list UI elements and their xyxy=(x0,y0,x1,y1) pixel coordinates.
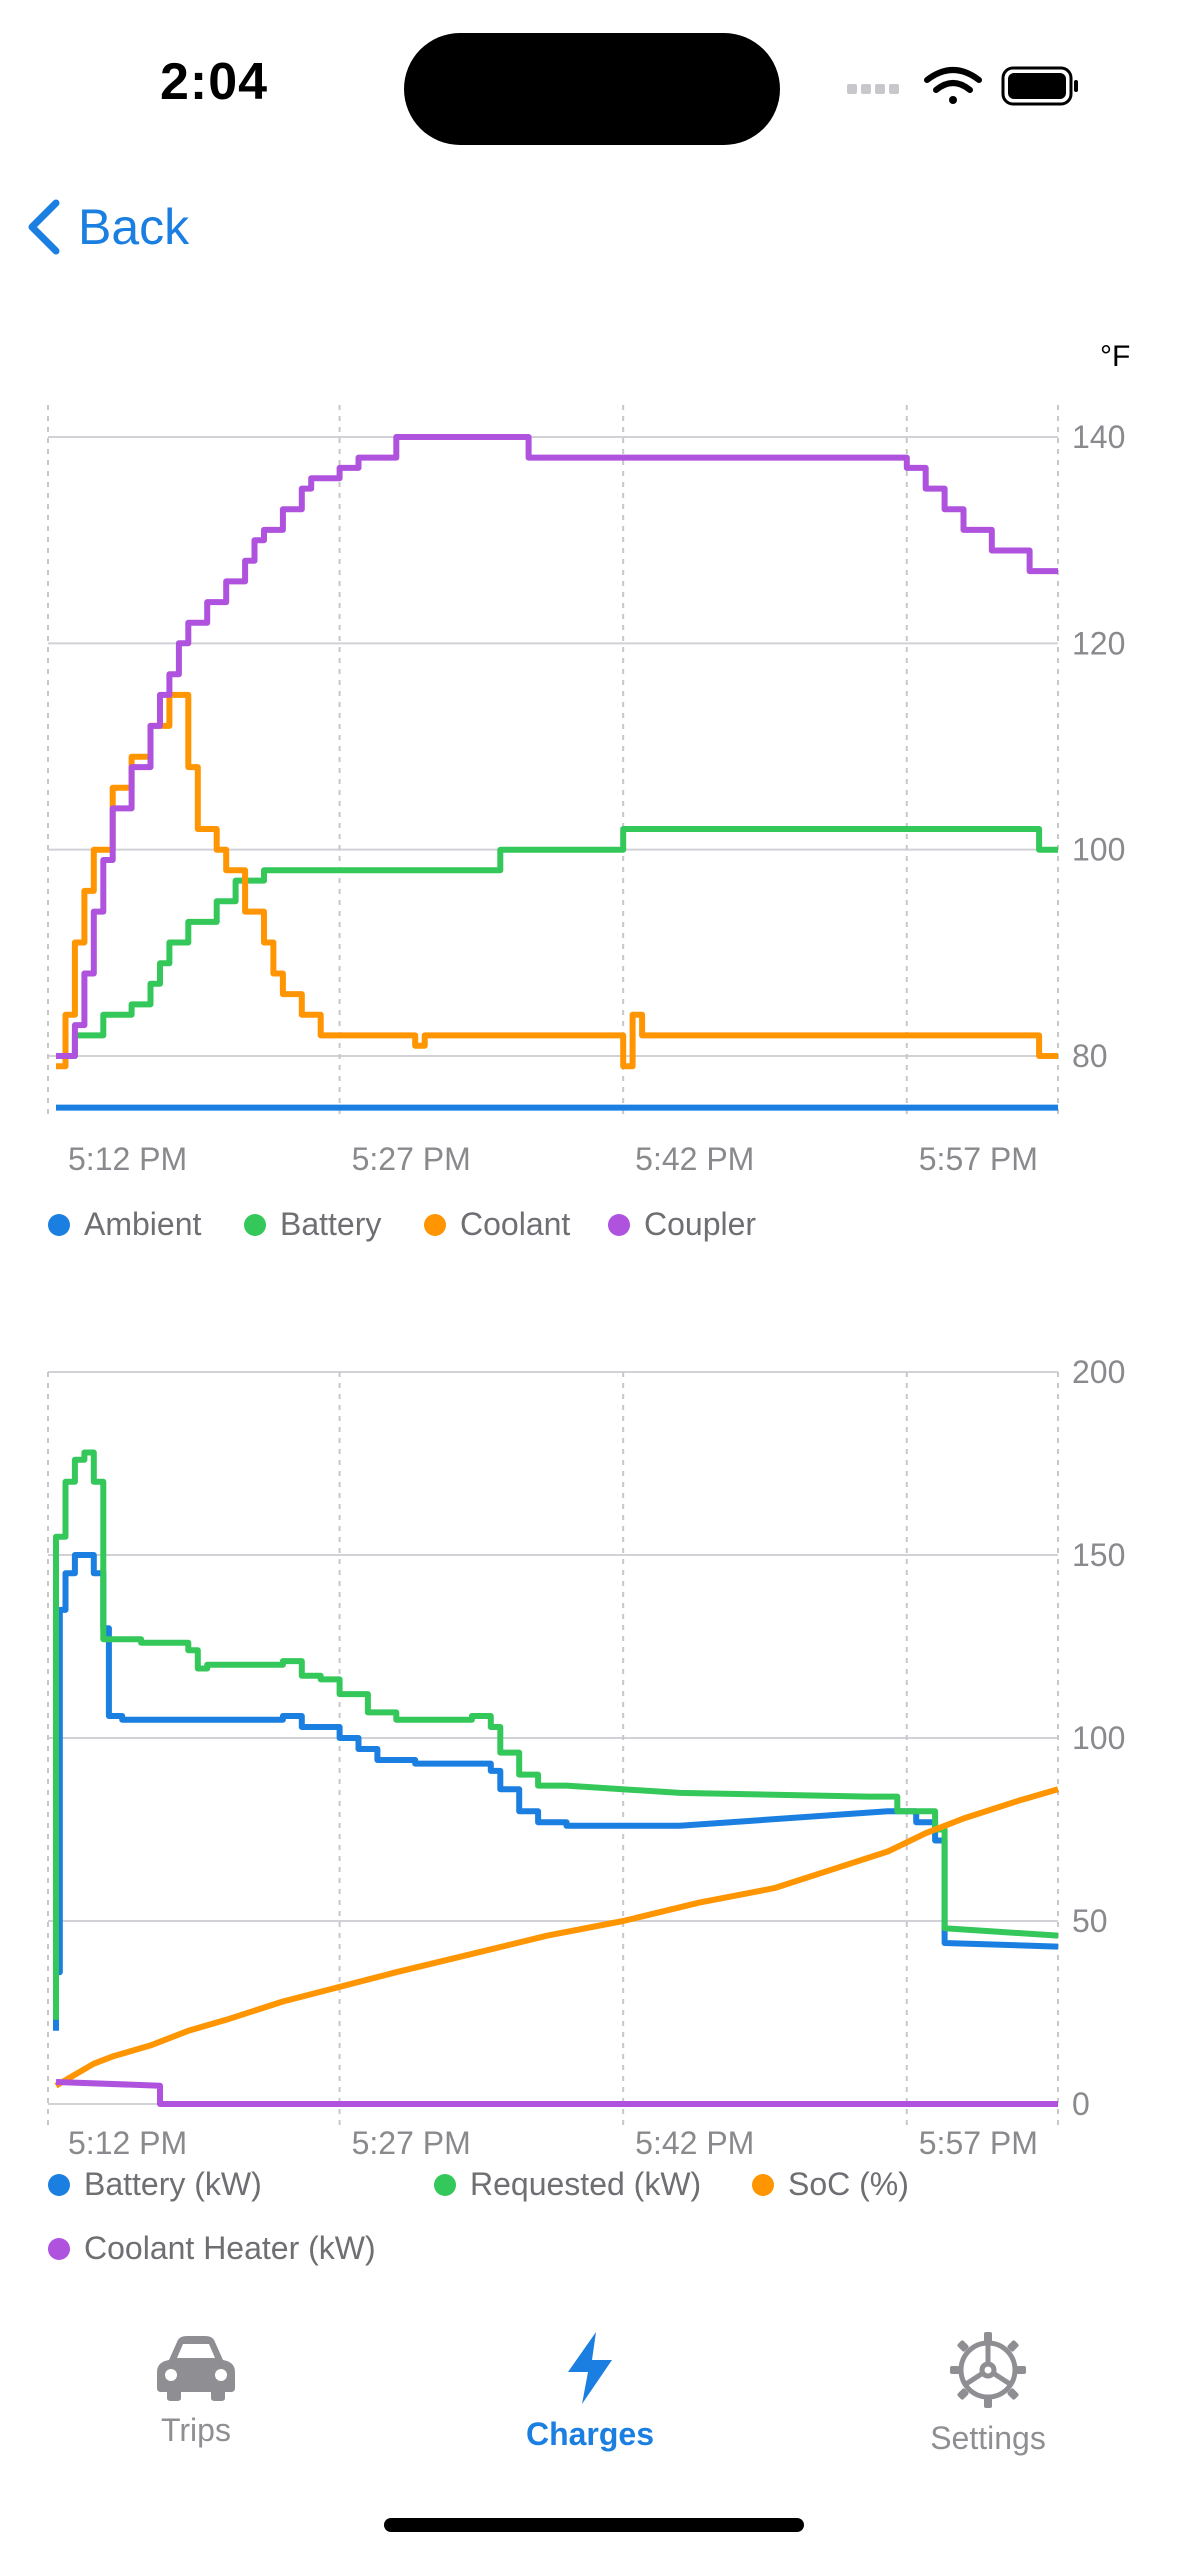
legend-dot-ambient xyxy=(48,1213,70,1236)
tab-settings[interactable]: Settings xyxy=(858,2330,1118,2457)
y-tick-label: 80 xyxy=(1072,1038,1108,1074)
temperature-chart-legend: Ambient Battery Coolant Coupler xyxy=(0,1206,1179,1256)
chevron-left-icon xyxy=(28,199,60,255)
home-indicator xyxy=(384,2518,804,2532)
x-tick-label: 5:42 PM xyxy=(635,1141,754,1177)
status-bar: 2:04 xyxy=(0,0,1179,170)
y-tick-label: 100 xyxy=(1072,832,1125,868)
legend-label-ambient: Ambient xyxy=(84,1206,202,1242)
legend-dot-battery-kw xyxy=(48,2173,70,2196)
tab-trips[interactable]: Trips xyxy=(66,2330,326,2449)
x-tick-label: 5:42 PM xyxy=(635,2125,754,2160)
gear-icon xyxy=(950,2332,1026,2408)
legend-dot-coolant xyxy=(424,1213,446,1236)
legend-dot-requested-kw xyxy=(434,2173,456,2196)
y-tick-label: 200 xyxy=(1072,1354,1125,1390)
legend-label-soc: SoC (%) xyxy=(788,2166,909,2202)
series-line-battery-kw xyxy=(53,1552,1059,2031)
temperature-chart-svg: 80 100 120 140 5:12 PM 5:27 PM 5:42 PM 5:57 PM xyxy=(47,405,1125,1177)
cellular-signal-icon xyxy=(847,84,899,94)
x-tick-label: 5:57 PM xyxy=(919,1141,1038,1177)
y-tick-label: 120 xyxy=(1072,625,1125,661)
y-tick-label: 100 xyxy=(1072,1720,1125,1756)
tab-bar: Trips Charges Settings xyxy=(0,2300,1179,2500)
status-time: 2:04 xyxy=(160,53,269,111)
y-tick-label: 0 xyxy=(1072,2086,1090,2122)
legend-item-battery-kw: Battery (kW) xyxy=(48,2166,262,2203)
battery-icon xyxy=(1001,66,1078,106)
legend-item-soc: SoC (%) xyxy=(752,2166,909,2203)
status-icons xyxy=(845,62,1095,112)
tab-settings-label: Settings xyxy=(930,2420,1046,2456)
legend-label-battery-kw: Battery (kW) xyxy=(84,2166,262,2202)
x-tick-label: 5:27 PM xyxy=(352,2125,471,2160)
x-tick-label: 5:27 PM xyxy=(352,1141,471,1177)
legend-item-battery: Battery xyxy=(244,1206,381,1243)
y-tick-label: 140 xyxy=(1072,419,1125,455)
legend-label-battery: Battery xyxy=(280,1206,382,1242)
back-label: Back xyxy=(78,199,190,255)
legend-label-coupler: Coupler xyxy=(644,1206,757,1242)
legend-item-requested-kw: Requested (kW) xyxy=(434,2166,701,2203)
bolt-icon xyxy=(568,2332,612,2404)
legend-label-requested-kw: Requested (kW) xyxy=(470,2166,702,2202)
legend-label-coolant-heater-kw: Coolant Heater (kW) xyxy=(84,2230,376,2266)
y-tick-label: 50 xyxy=(1072,1903,1108,1939)
tab-trips-label: Trips xyxy=(161,2412,231,2448)
tab-charges-label: Charges xyxy=(525,2416,655,2452)
temperature-unit-label: °F xyxy=(1100,340,1131,373)
legend-item-coolant: Coolant xyxy=(424,1206,570,1243)
power-chart: 0 50 100 150 200 5:12 PM 5:27 PM 5:42 PM 5:57 PM xyxy=(0,1340,1179,2160)
legend-dot-coupler xyxy=(608,1213,630,1236)
legend-item-coolant-heater-kw: Coolant Heater (kW) xyxy=(48,2230,376,2267)
power-chart-legend: Battery (kW) Requested (kW) SoC (%) Cool… xyxy=(0,2166,1179,2286)
y-tick-label: 150 xyxy=(1072,1537,1125,1573)
dynamic-island xyxy=(404,33,780,145)
series-line-coolant xyxy=(56,691,1058,1070)
legend-dot-soc xyxy=(752,2173,774,2196)
back-button[interactable]: Back xyxy=(24,192,189,262)
temperature-chart: 80 100 120 140 5:12 PM 5:27 PM 5:42 PM 5:57 PM xyxy=(0,380,1179,1180)
legend-dot-battery xyxy=(244,1213,266,1236)
series-line-coupler xyxy=(56,434,1058,1059)
legend-dot-coolant-heater-kw xyxy=(48,2237,70,2260)
car-icon xyxy=(157,2336,235,2401)
legend-item-coupler: Coupler xyxy=(608,1206,756,1243)
x-tick-label: 5:57 PM xyxy=(919,2125,1038,2160)
series-line-requested-kw xyxy=(53,1449,1059,2020)
series-line-coolant-heater-kw xyxy=(55,2079,1058,2107)
series-line-battery xyxy=(56,826,1058,1059)
x-tick-label: 5:12 PM xyxy=(68,1141,187,1177)
x-tick-label: 5:12 PM xyxy=(68,2125,187,2160)
tab-charges[interactable]: Charges xyxy=(460,2330,720,2453)
power-chart-svg: 0 50 100 150 200 5:12 PM 5:27 PM 5:42 PM 5:57 PM xyxy=(47,1354,1125,2160)
wifi-icon xyxy=(924,67,982,104)
legend-item-ambient: Ambient xyxy=(48,1206,201,1243)
series-line-soc xyxy=(54,1786,1059,2089)
legend-label-coolant: Coolant xyxy=(460,1206,571,1242)
